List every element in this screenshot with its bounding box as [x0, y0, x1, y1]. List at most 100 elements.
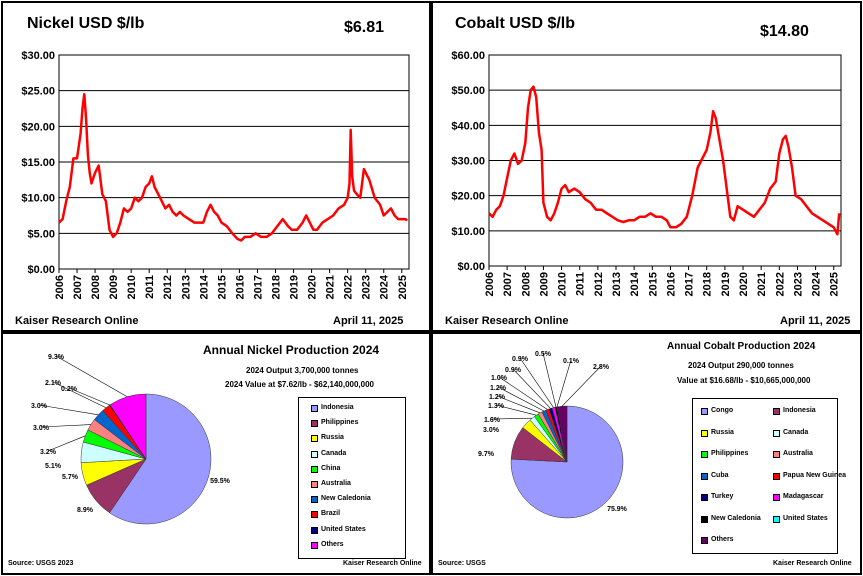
cobalt-pie-legend-label: Papua New Guinea	[783, 471, 847, 479]
nickel-x-tick-label: 2025	[397, 275, 409, 299]
cobalt-pie-legend-swatch	[773, 494, 780, 501]
nickel-pie-legend-label: Philippines	[321, 419, 359, 427]
nickel-pie-leader-line	[47, 435, 86, 452]
cobalt-source: Source: USGS	[438, 560, 486, 567]
cobalt-pie-legend-swatch	[701, 451, 708, 458]
cobalt-x-tick-label: 2011	[575, 272, 587, 296]
cobalt-pie-leader-line	[542, 352, 557, 408]
cobalt-x-tick-label: 2016	[665, 272, 677, 296]
cobalt-pie-leader-line	[496, 395, 541, 414]
cobalt-plot-area	[488, 54, 842, 267]
nickel-y-tick-label: $20.00	[21, 121, 55, 133]
nickel-price-chart: $0.00 $5.00 $10.00 $15.00 $20.00 $25.00 $30.00…	[21, 50, 410, 299]
nickel-pie-slice-label: 9.3%	[48, 354, 65, 361]
cobalt-pie-slice-label: 0.1%	[563, 358, 580, 365]
nickel-pie-leader-line	[38, 404, 99, 416]
nickel-x-tick-label: 2017	[252, 275, 264, 299]
cobalt-y-tick-label: $0.00	[457, 261, 485, 273]
nickel-pie-legend-swatch	[311, 465, 318, 473]
nickel-pie-legend-swatch	[311, 405, 318, 412]
nickel-pie-slice-label: 8.9%	[77, 507, 94, 514]
nickel-x-tick-label: 2021	[325, 275, 337, 299]
nickel-pie-legend: Indonesia Philippines Russia Canada China Aus…	[298, 397, 406, 559]
nickel-footer-date: April 11, 2025	[333, 315, 404, 327]
cobalt-pie-legend-label: Canada	[783, 428, 809, 436]
cobalt-pie-legend-label: Indonesia	[783, 407, 816, 414]
nickel-pie-legend-swatch	[311, 511, 318, 519]
cobalt-y-tick-label: $30.00	[451, 156, 485, 168]
cobalt-pie-legend-label: Cuba	[711, 471, 729, 479]
nickel-pie-chart: 59.5% 8.9% 5.7%5.1% 3.2% 3.0% 3.0% 2.1%0.2% 9.3…	[31, 354, 231, 525]
cobalt-x-tick-label: 2013	[611, 272, 623, 296]
cobalt-pie-legend-swatch	[701, 408, 708, 415]
nickel-x-tick-label: 2015	[216, 275, 228, 299]
nickel-x-tick-label: 2018	[270, 275, 282, 299]
nickel-y-tick-label: $25.00	[21, 86, 55, 98]
nickel-pie-output: 2024 Output 3,700,000 tonnes	[246, 366, 359, 375]
cobalt-pie-leader-line	[497, 386, 544, 412]
cobalt-pie-slice-label: 2.8%	[593, 364, 610, 371]
cobalt-pie-legend-swatch	[701, 494, 708, 501]
cobalt-price-chart: $0.00 $10.00 $20.00 $30.00 $40.00 $50.00 $60.0…	[451, 50, 842, 296]
nickel-pie-leader-line	[52, 381, 107, 409]
nickel-pie-legend-swatch	[311, 481, 318, 488]
cobalt-pie-legend-label: Philippines	[711, 450, 749, 457]
cobalt-pie-value: Value at $16.68/lb - $10,665,000,000	[677, 376, 811, 385]
cobalt-pie-leader-line	[561, 365, 602, 407]
cobalt-x-tick-label: 2023	[792, 272, 804, 296]
cobalt-production-panel: Annual Cobalt Production 2024 2024 Outpu…	[431, 332, 862, 575]
cobalt-pie-leader-line	[519, 357, 554, 408]
nickel-credit: Kaiser Research Online	[343, 560, 422, 567]
nickel-pie-slice-label: 59.5%	[210, 478, 231, 485]
cobalt-y-tick-label: $20.00	[451, 191, 485, 203]
nickel-x-tick-label: 2012	[162, 275, 174, 299]
nickel-pie-legend-label: Russia	[321, 434, 344, 442]
nickel-price-panel: Nickel USD $/lb $6.81 $0.00 $5.00 $10.00 $1…	[1, 1, 431, 332]
nickel-pie-slice-label: 5.1%	[45, 463, 62, 470]
cobalt-pie-legend-swatch	[773, 515, 780, 523]
nickel-y-tick-label: $15.00	[21, 157, 55, 169]
cobalt-pie-legend-swatch	[773, 429, 780, 437]
cobalt-price-line	[488, 85, 841, 236]
cobalt-x-tick-label: 2014	[629, 271, 641, 296]
nickel-x-tick-label: 2016	[234, 275, 246, 299]
nickel-pie-legend-label: Others	[321, 540, 344, 548]
cobalt-pie-slice-label: 75.9%	[607, 506, 628, 513]
cobalt-x-tick-label: 2018	[702, 272, 714, 296]
cobalt-pie-slice-label: 1.6%	[484, 417, 501, 424]
cobalt-x-tick-label: 2008	[520, 272, 532, 296]
nickel-source: Source: USGS 2023	[8, 560, 74, 567]
nickel-pie-legend-swatch	[311, 541, 318, 549]
nickel-pie-slice-label: 3.0%	[33, 425, 50, 432]
cobalt-pie-slice-label: 3.0%	[483, 427, 500, 434]
nickel-y-tick-label: $5.00	[27, 228, 55, 240]
cobalt-pie-slice-label: 1.3%	[488, 403, 505, 410]
nickel-pie-legend-swatch	[311, 526, 318, 534]
nickel-pie-slice-label: 3.2%	[40, 449, 57, 456]
cobalt-price-panel: Cobalt USD $/lb $14.80 $0.00 $10.00 $20.00…	[431, 1, 862, 332]
cobalt-pie-legend-swatch	[773, 408, 780, 415]
nickel-pie-legend-label: United States	[321, 525, 366, 533]
nickel-x-tick-label: 2020	[307, 275, 319, 299]
cobalt-pie-legend-label: United States	[783, 514, 828, 522]
cobalt-pie-leader-line	[498, 376, 548, 410]
cobalt-x-tick-label: 2015	[647, 272, 659, 296]
nickel-x-tick-label: 2010	[126, 275, 138, 299]
cobalt-pie-slice-label: 1.2%	[489, 394, 506, 401]
cobalt-y-tick-label: $40.00	[451, 120, 485, 132]
nickel-pie-legend-swatch	[311, 420, 318, 428]
cobalt-current-price: $14.80	[760, 23, 809, 40]
nickel-pie-legend-label: New Caledonia	[321, 495, 371, 503]
cobalt-pie-legend-swatch	[701, 515, 708, 523]
cobalt-pie-output: 2024 Output 290,000 tonnes	[688, 361, 794, 370]
nickel-y-tick-label: $10.00	[21, 193, 55, 205]
cobalt-x-tick-label: 2024	[811, 271, 823, 296]
nickel-pie-leader-line	[55, 355, 128, 398]
cobalt-pie-legend-swatch	[773, 472, 780, 480]
cobalt-pie-legend-label: Turkey	[711, 493, 734, 500]
cobalt-y-tick-label: $50.00	[451, 85, 485, 97]
nickel-pie-legend-swatch	[311, 496, 318, 504]
cobalt-pie-title: Annual Cobalt Production 2024	[667, 341, 816, 352]
cobalt-x-tick-label: 2019	[720, 272, 732, 296]
cobalt-pie-legend-label: Congo	[711, 407, 734, 414]
